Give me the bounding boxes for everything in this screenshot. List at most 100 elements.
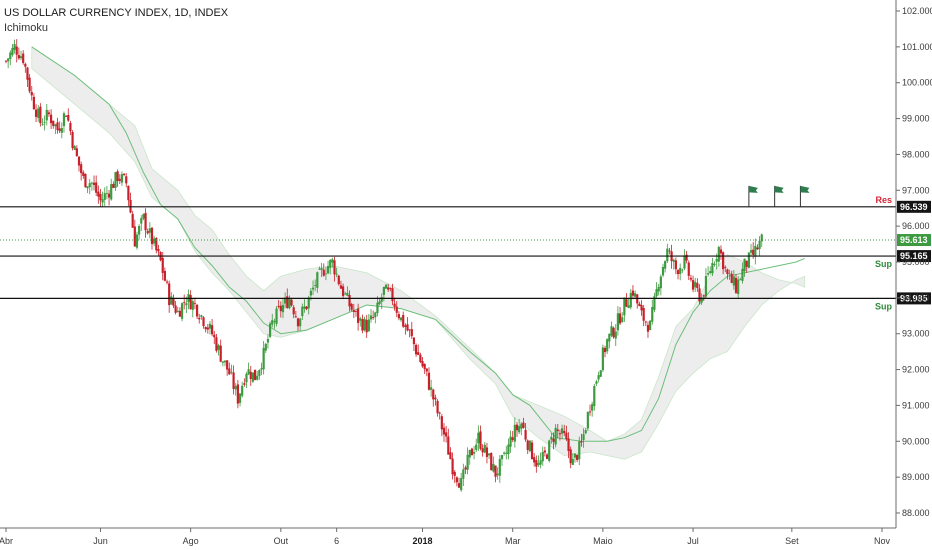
candle: [664, 260, 667, 273]
chart-header: US DOLLAR CURRENCY INDEX, 1D, INDEX Ichi…: [4, 6, 228, 36]
candle-body: [621, 317, 624, 322]
candle-body: [421, 361, 424, 367]
candle: [659, 274, 662, 296]
candle: [479, 425, 482, 451]
ichimoku-cloud: [31, 46, 806, 460]
candle-body: [275, 308, 278, 324]
candle-body: [668, 250, 671, 252]
candle: [700, 293, 703, 305]
candle: [466, 447, 469, 475]
candle: [376, 296, 379, 317]
candle: [490, 452, 493, 471]
candle-body: [238, 393, 242, 403]
candle: [125, 173, 128, 188]
candle: [616, 306, 620, 336]
candle-body: [734, 277, 738, 293]
candle-body: [503, 452, 506, 454]
candle-body: [404, 325, 407, 327]
candle: [299, 317, 302, 332]
candle-body: [571, 458, 574, 466]
candle: [114, 171, 117, 191]
candle-body: [49, 114, 53, 124]
horizontal-levels[interactable]: 96.539 Res 95.165 Sup 93.985 Sup 95.613: [0, 195, 931, 312]
candle: [268, 321, 272, 339]
candle-body: [500, 455, 504, 460]
candle: [45, 103, 48, 126]
candle-body: [399, 317, 403, 321]
candle-body: [110, 184, 113, 200]
candle: [279, 301, 282, 318]
candle: [524, 423, 527, 442]
candle-body: [88, 183, 91, 188]
candle-body: [376, 302, 379, 314]
candle: [354, 310, 358, 317]
candle-body: [367, 319, 370, 332]
candle: [548, 439, 551, 463]
candle: [522, 417, 525, 429]
candle-body: [163, 270, 166, 281]
flag-icon: [774, 185, 784, 207]
candle-body: [661, 266, 665, 276]
candle-body: [191, 301, 194, 310]
candle: [238, 392, 242, 407]
candle: [54, 123, 57, 135]
candle: [726, 268, 729, 280]
candle: [301, 303, 304, 321]
candle-body: [539, 460, 542, 465]
indicator-name[interactable]: Ichimoku: [4, 22, 49, 34]
candle: [249, 365, 252, 386]
candle-body: [612, 327, 615, 338]
candle: [322, 263, 325, 277]
candle-body: [704, 276, 708, 297]
candle-body: [320, 268, 323, 270]
candle-body: [73, 146, 76, 150]
flags: [748, 185, 810, 207]
candle-body: [487, 453, 491, 456]
x-tick-label: Jun: [93, 536, 108, 546]
candle: [335, 267, 338, 278]
candle-body: [103, 193, 106, 200]
candle-body: [758, 240, 761, 249]
candle-body: [391, 288, 394, 302]
candle-body: [339, 285, 343, 289]
candle-body: [496, 473, 499, 476]
time-axis[interactable]: Abr Jun Ago Out 6 2018 Mar Maio Jul Set Nov: [0, 527, 896, 546]
candle: [359, 316, 362, 327]
candle: [101, 191, 104, 207]
candle-body: [509, 436, 512, 447]
candle: [582, 428, 585, 448]
candle-body: [382, 286, 385, 295]
candle: [472, 446, 476, 460]
candle: [749, 243, 753, 256]
candle-body: [449, 452, 452, 459]
candle: [90, 181, 93, 191]
candle-body: [595, 381, 598, 384]
candle: [730, 270, 733, 284]
candle-body: [86, 186, 89, 189]
candle: [668, 247, 671, 255]
candle: [17, 47, 20, 60]
candle-body: [97, 191, 100, 197]
candle: [120, 171, 124, 186]
candle: [208, 321, 212, 335]
candle: [552, 432, 555, 450]
candle-body: [515, 424, 519, 431]
price-axis[interactable]: 102.000 101.000 100.000 99.000 98.000 97.000 9…: [895, 0, 932, 528]
candle-body: [732, 276, 735, 286]
candle-body: [425, 368, 428, 372]
candle: [481, 444, 484, 457]
candle: [608, 333, 611, 349]
candle-body: [138, 225, 141, 235]
candle-body: [664, 261, 667, 269]
level-tag-value: 93.985: [900, 293, 928, 303]
candle: [681, 268, 684, 274]
candle: [163, 267, 166, 282]
candle-body: [747, 252, 750, 268]
candle: [277, 299, 280, 309]
candle: [122, 173, 126, 177]
candle: [629, 289, 632, 310]
candle: [4, 59, 8, 64]
candle-body: [434, 397, 437, 400]
candle-body: [580, 441, 583, 443]
